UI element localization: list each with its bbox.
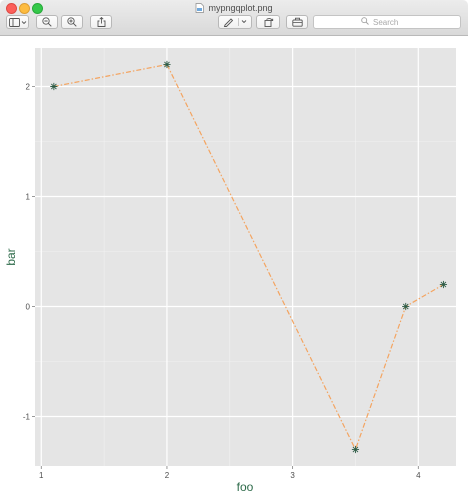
y-tick-label: 0 xyxy=(26,303,31,312)
window-title: mypngqplot.png xyxy=(208,2,273,13)
x-tick-label: 3 xyxy=(290,471,295,480)
data-point-marker xyxy=(50,82,58,91)
image-canvas: 1 2 3 4 -1 0 1 2 foo bar xyxy=(0,36,468,502)
toolbox-button[interactable] xyxy=(286,15,308,29)
sidebar-toggle-button[interactable] xyxy=(6,15,29,29)
rotate-icon xyxy=(263,17,274,27)
search-input[interactable] xyxy=(373,17,413,27)
zoom-out-icon xyxy=(42,17,52,27)
data-point-marker xyxy=(439,280,448,289)
major-gridlines xyxy=(35,48,456,466)
close-window-button[interactable] xyxy=(6,3,17,14)
zoom-out-button[interactable] xyxy=(36,15,58,29)
x-tick-label: 1 xyxy=(39,471,44,480)
plot-panel xyxy=(35,48,456,466)
pen-markup-icon xyxy=(221,17,249,27)
y-tick-label: 1 xyxy=(26,193,31,202)
y-tick-label: -1 xyxy=(23,413,31,422)
zoom-in-button[interactable] xyxy=(61,15,83,29)
rotate-button[interactable] xyxy=(256,15,280,29)
toolbox-icon xyxy=(291,17,303,27)
x-axis-label: foo xyxy=(237,480,254,494)
image-file-icon xyxy=(195,2,205,13)
zoom-in-icon xyxy=(67,17,77,27)
zoom-window-button[interactable] xyxy=(32,3,43,14)
share-button[interactable] xyxy=(90,15,112,29)
data-point-marker xyxy=(402,302,410,311)
y-tick-label: 2 xyxy=(26,83,31,92)
share-icon xyxy=(97,17,106,27)
ggplot-chart: 1 2 3 4 -1 0 1 2 foo bar xyxy=(4,48,456,494)
series-layer xyxy=(50,60,448,454)
y-axis-label: bar xyxy=(4,248,18,265)
minimize-window-button[interactable] xyxy=(19,3,30,14)
axis-ticks: 1 2 3 4 -1 0 1 2 xyxy=(23,83,421,481)
data-point-marker xyxy=(351,445,360,454)
title-bar[interactable]: mypngqplot.png xyxy=(0,0,468,36)
search-field[interactable] xyxy=(313,15,461,29)
sidebar-toggle-icon xyxy=(8,17,27,27)
window-title-group: mypngqplot.png xyxy=(0,1,468,14)
x-tick-label: 2 xyxy=(165,471,170,480)
search-icon xyxy=(361,17,369,27)
data-point-marker xyxy=(163,60,171,69)
minor-gridlines xyxy=(35,48,456,466)
x-tick-label: 4 xyxy=(416,471,421,480)
markup-button[interactable] xyxy=(218,15,252,29)
